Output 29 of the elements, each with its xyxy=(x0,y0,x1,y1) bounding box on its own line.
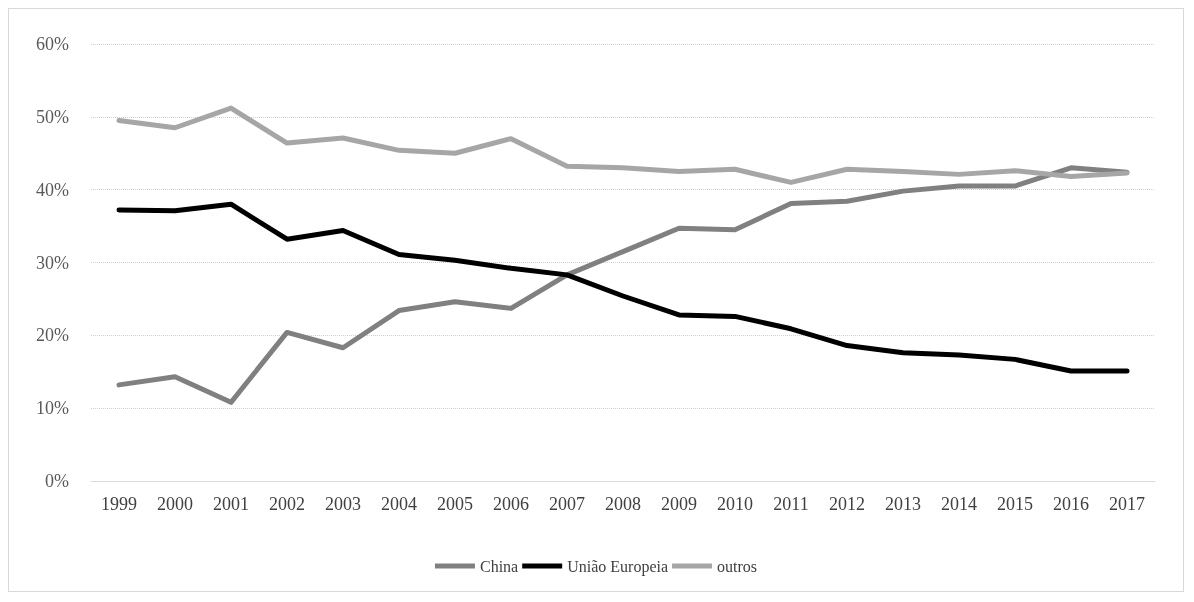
y-tick-label: 0% xyxy=(45,471,69,491)
x-tick-label: 2009 xyxy=(661,494,697,514)
x-tick-label: 2004 xyxy=(381,494,417,514)
x-tick-label: 2013 xyxy=(885,494,921,514)
y-tick-label: 10% xyxy=(36,398,69,419)
x-tick-label: 2015 xyxy=(997,494,1033,514)
y-tick-label: 30% xyxy=(36,252,69,273)
y-tick-label: 60% xyxy=(36,34,69,54)
x-tick-label: 2008 xyxy=(605,494,641,514)
x-tick-label: 2007 xyxy=(549,494,585,514)
x-tick-label: 2011 xyxy=(773,494,809,514)
x-tick-label: 2000 xyxy=(157,494,193,514)
x-tick-label: 2016 xyxy=(1053,494,1089,514)
y-tick-label: 40% xyxy=(36,179,69,200)
x-tick-label: 2001 xyxy=(213,494,249,514)
x-tick-label: 1999 xyxy=(101,494,137,514)
legend-label: União Europeia xyxy=(567,557,669,576)
y-tick-label: 50% xyxy=(36,106,69,127)
x-tick-label: 2014 xyxy=(941,494,977,514)
x-tick-label: 2017 xyxy=(1109,494,1145,514)
x-tick-label: 2006 xyxy=(493,494,529,514)
x-tick-label: 2002 xyxy=(269,494,305,514)
x-tick-label: 2012 xyxy=(829,494,865,514)
legend-label: China xyxy=(479,557,519,575)
x-tick-label: 2010 xyxy=(717,494,753,514)
y-tick-label: 20% xyxy=(36,325,69,346)
x-tick-label: 2003 xyxy=(325,494,361,514)
legend-label: outros xyxy=(717,557,758,575)
x-tick-label: 2005 xyxy=(437,494,473,514)
